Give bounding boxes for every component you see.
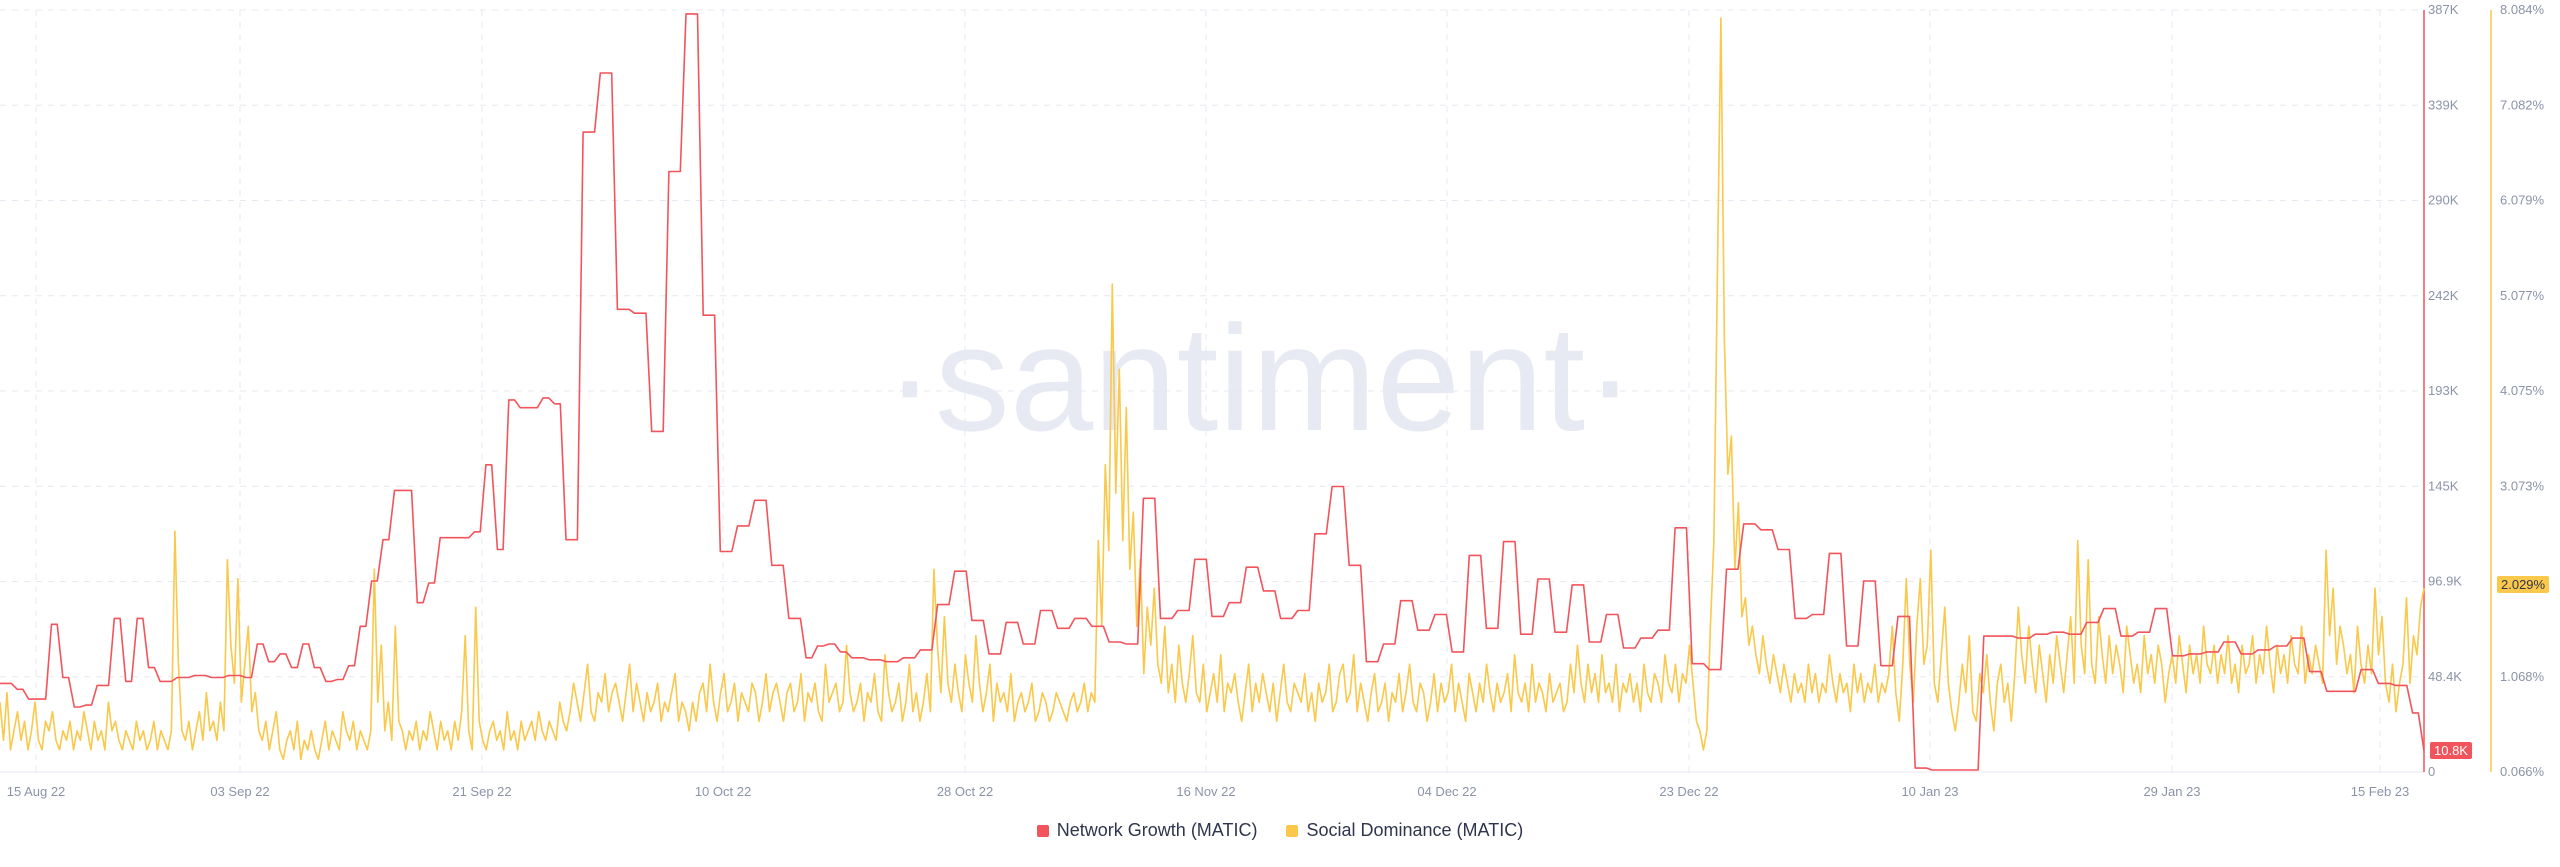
y-right-tick-label: 7.082%: [2500, 97, 2545, 112]
y-left-tick-label: 193K: [2428, 383, 2459, 398]
y-right-tick-label: 8.084%: [2500, 2, 2545, 17]
y-left-tick-label: 96.9K: [2428, 574, 2462, 589]
network-growth-last-badge: 10.8K: [2430, 742, 2472, 759]
y-left-tick-label: 242K: [2428, 288, 2459, 303]
y-right-tick-label: 4.075%: [2500, 383, 2545, 398]
legend-item-social-dominance[interactable]: Social Dominance (MATIC): [1286, 820, 1523, 841]
x-tick-label: 10 Oct 22: [695, 784, 751, 799]
y-left-tick-label: 387K: [2428, 2, 2459, 17]
series-line: [0, 17, 2425, 761]
legend: Network Growth (MATIC) Social Dominance …: [0, 820, 2560, 842]
x-tick-label: 21 Sep 22: [452, 784, 511, 799]
network-growth-series: [0, 13, 2425, 771]
x-tick-label: 16 Nov 22: [1176, 784, 1235, 799]
x-tick-label: 04 Dec 22: [1417, 784, 1476, 799]
x-tick-label: 29 Jan 23: [2143, 784, 2200, 799]
y-left-tick-label: 0: [2428, 764, 2435, 779]
y-right-tick-label: 6.079%: [2500, 193, 2545, 208]
x-tick-label: 23 Dec 22: [1659, 784, 1718, 799]
y-axis-left: 0 48.4K 96.9K 145K 193K 242K 290K 339K 387K: [2428, 2, 2462, 779]
x-tick-label: 03 Sep 22: [210, 784, 269, 799]
x-axis: 15 Aug 22 03 Sep 22 21 Sep 22 10 Oct 22 28 O…: [7, 784, 2410, 799]
y-right-tick-label: 0.066%: [2500, 764, 2545, 779]
grid: [0, 9, 2424, 773]
legend-item-network-growth[interactable]: Network Growth (MATIC): [1036, 820, 1258, 841]
y-right-tick-label: 3.073%: [2500, 478, 2545, 493]
y-left-tick-label: 339K: [2428, 97, 2459, 112]
x-tick-label: 15 Aug 22: [7, 784, 66, 799]
network-growth-swatch: [1036, 824, 1049, 837]
social-dominance-series: [0, 17, 2425, 761]
x-tick-label: 15 Feb 23: [2351, 784, 2410, 799]
legend-label-social-dominance: Social Dominance (MATIC): [1306, 820, 1524, 840]
x-tick-label: 28 Oct 22: [937, 784, 993, 799]
social-dominance-swatch: [1286, 824, 1299, 837]
x-tick-label: 10 Jan 23: [1901, 784, 1958, 799]
y-axis-right: 0.066%1.068%2.070%3.073%4.075%5.077%6.07…: [2500, 2, 2545, 779]
y-right-tick-label: 5.077%: [2500, 288, 2545, 303]
y-left-tick-label: 48.4K: [2428, 669, 2462, 684]
legend-label-network-growth: Network Growth (MATIC): [1056, 820, 1258, 840]
y-left-tick-label: 145K: [2428, 478, 2459, 493]
social-dominance-last-badge: 2.029%: [2497, 576, 2550, 593]
watermark: ·santiment·: [885, 294, 1635, 462]
y-left-tick-label: 290K: [2428, 193, 2459, 208]
series-line: [0, 13, 2425, 771]
y-right-tick-label: 1.068%: [2500, 669, 2545, 684]
